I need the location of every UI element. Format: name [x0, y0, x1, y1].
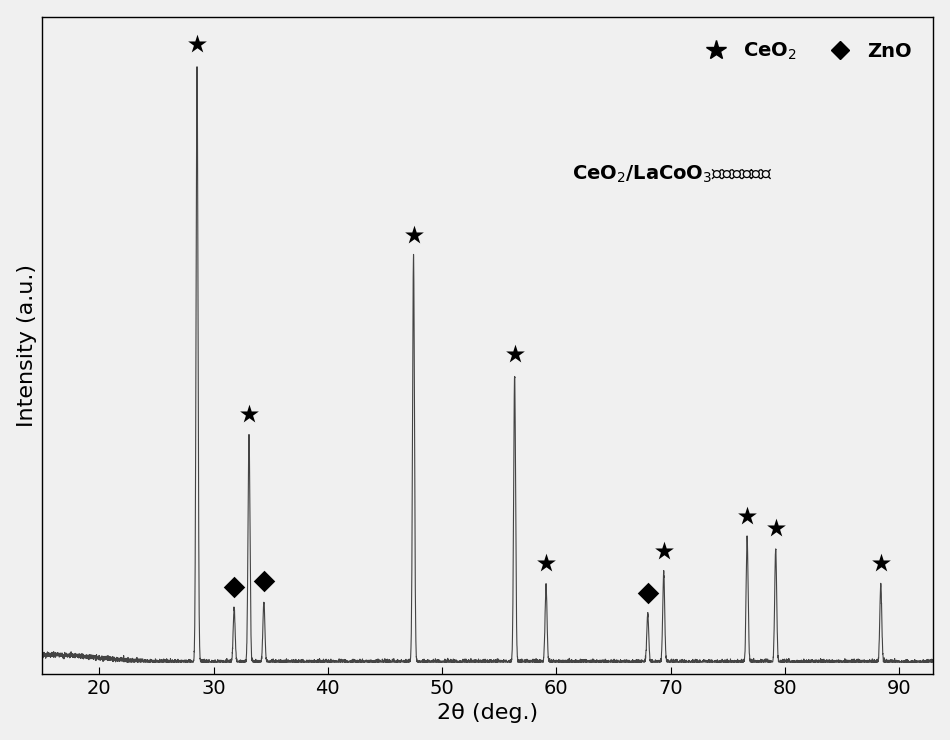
Point	[189, 38, 204, 50]
Point	[873, 557, 888, 569]
Y-axis label: Intensity (a.u.): Intensity (a.u.)	[17, 263, 37, 427]
Point	[507, 349, 522, 360]
Point	[739, 510, 754, 522]
Point	[656, 545, 672, 557]
Point	[640, 588, 656, 599]
Text: CeO$_2$/LaCoO$_3$复合假化材料: CeO$_2$/LaCoO$_3$复合假化材料	[573, 164, 773, 185]
Point	[256, 576, 272, 588]
Point	[769, 522, 784, 534]
Point	[226, 582, 241, 593]
Point	[241, 408, 256, 420]
Point	[539, 557, 554, 569]
Legend: CeO$_2$, ZnO: CeO$_2$, ZnO	[689, 33, 920, 70]
Point	[406, 229, 421, 240]
X-axis label: 2θ (deg.): 2θ (deg.)	[437, 703, 539, 723]
